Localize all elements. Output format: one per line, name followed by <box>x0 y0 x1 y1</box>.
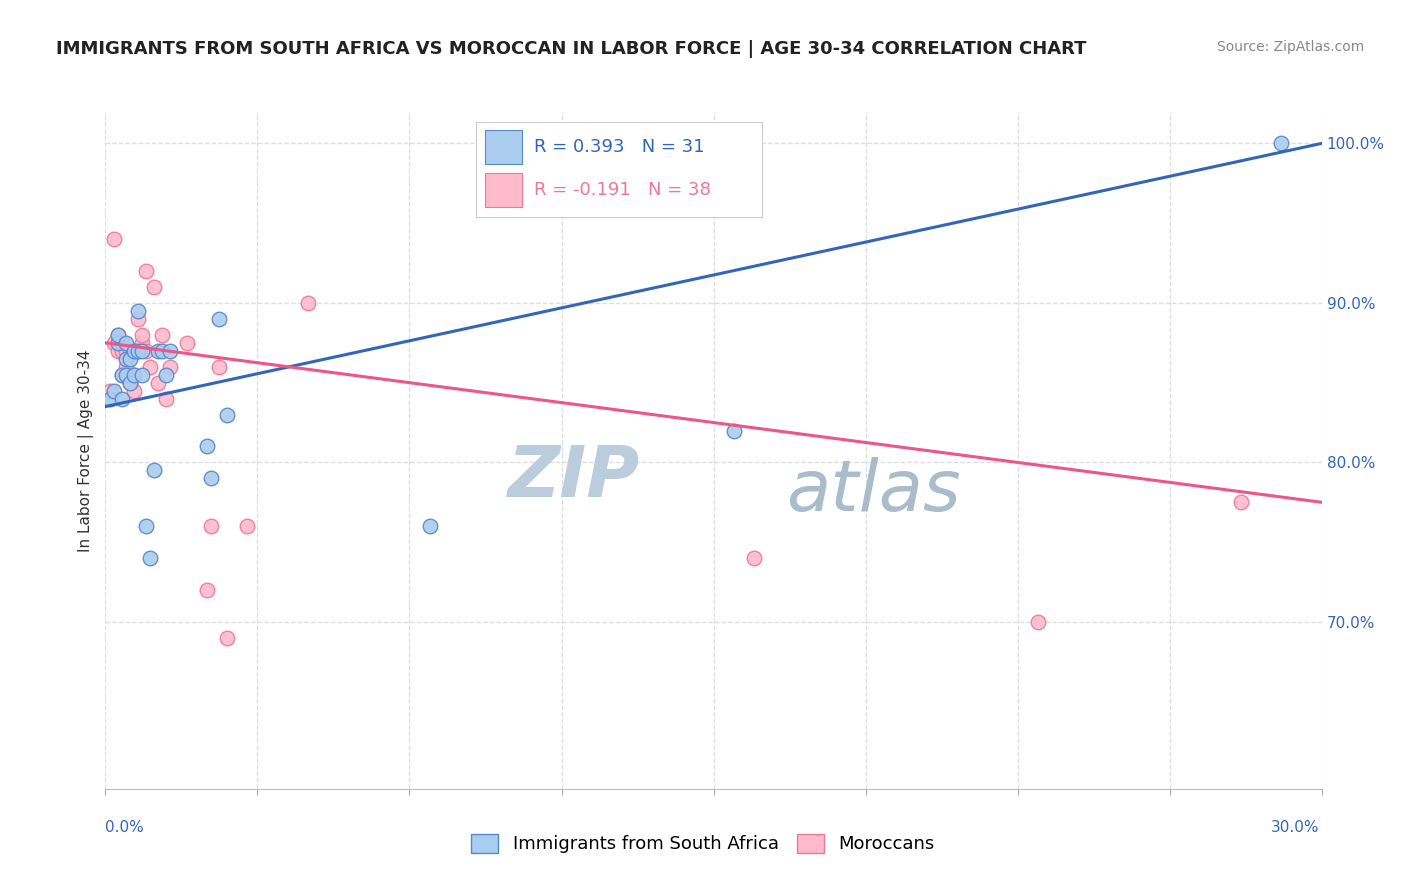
Point <box>139 551 162 566</box>
Point <box>127 311 149 326</box>
Point <box>122 384 145 398</box>
Point <box>111 392 134 406</box>
Text: 30.0%: 30.0% <box>1271 821 1319 835</box>
Point <box>103 335 125 350</box>
Point <box>742 551 765 566</box>
Point <box>159 359 181 374</box>
Point <box>122 343 145 358</box>
Point <box>103 232 125 246</box>
Point <box>131 335 153 350</box>
Point <box>122 368 145 382</box>
Text: atlas: atlas <box>786 457 962 525</box>
Point <box>114 351 136 366</box>
Point <box>111 343 134 358</box>
Point <box>143 280 166 294</box>
Point <box>111 335 134 350</box>
Point <box>146 343 169 358</box>
Point <box>118 368 141 382</box>
Point <box>150 327 173 342</box>
Point <box>114 359 136 374</box>
Text: Source: ZipAtlas.com: Source: ZipAtlas.com <box>1216 40 1364 54</box>
Point <box>127 343 149 358</box>
Point <box>200 471 222 485</box>
Point <box>131 368 153 382</box>
Point <box>176 335 198 350</box>
Point <box>98 384 121 398</box>
Point <box>200 519 222 533</box>
Point <box>208 359 231 374</box>
Point <box>208 311 231 326</box>
Point <box>111 368 134 382</box>
Point <box>118 376 141 390</box>
Point <box>98 392 121 406</box>
Point <box>131 343 153 358</box>
Point <box>1026 615 1049 629</box>
Y-axis label: In Labor Force | Age 30-34: In Labor Force | Age 30-34 <box>79 349 94 552</box>
Point <box>122 343 145 358</box>
Point <box>139 359 162 374</box>
Text: 0.0%: 0.0% <box>105 821 145 835</box>
Point <box>1229 495 1251 509</box>
Text: ZIP: ZIP <box>509 443 641 512</box>
Point <box>131 327 153 342</box>
Point <box>111 368 134 382</box>
Point <box>155 368 177 382</box>
Point <box>127 343 149 358</box>
Point <box>118 376 141 390</box>
Point <box>143 463 166 477</box>
Point <box>150 343 173 358</box>
Point <box>114 368 136 382</box>
Point <box>107 327 129 342</box>
Point <box>159 343 181 358</box>
Point <box>297 296 319 310</box>
Point <box>103 384 125 398</box>
Point <box>419 519 441 533</box>
Point <box>122 368 145 382</box>
Point <box>118 351 141 366</box>
Point <box>195 582 218 597</box>
Point <box>135 264 157 278</box>
Legend: Immigrants from South Africa, Moroccans: Immigrants from South Africa, Moroccans <box>464 827 942 861</box>
Point <box>195 440 218 454</box>
Point <box>114 335 136 350</box>
Point <box>107 343 129 358</box>
Point <box>107 335 129 350</box>
Point <box>107 327 129 342</box>
Point <box>135 519 157 533</box>
Point <box>217 408 239 422</box>
Point <box>217 631 239 645</box>
Point <box>135 343 157 358</box>
Point <box>1270 136 1292 151</box>
Point <box>118 343 141 358</box>
Point <box>114 343 136 358</box>
Point <box>723 424 745 438</box>
Point <box>146 376 169 390</box>
Point <box>127 304 149 318</box>
Point <box>155 392 177 406</box>
Point <box>236 519 259 533</box>
Text: IMMIGRANTS FROM SOUTH AFRICA VS MOROCCAN IN LABOR FORCE | AGE 30-34 CORRELATION : IMMIGRANTS FROM SOUTH AFRICA VS MOROCCAN… <box>56 40 1087 58</box>
